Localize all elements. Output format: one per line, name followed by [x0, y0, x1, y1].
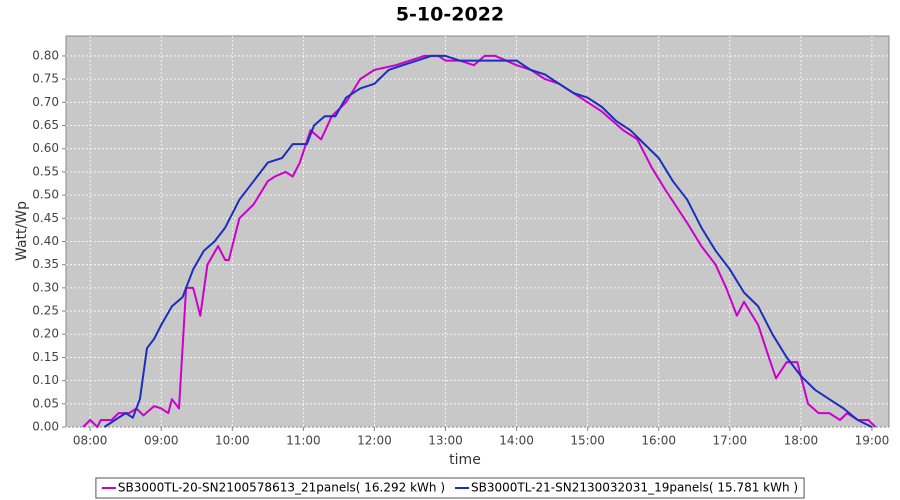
y-tick-label: 0.35: [32, 257, 59, 271]
y-tick-label: 0.80: [32, 48, 59, 62]
x-tick-label: 14:00: [499, 434, 534, 448]
x-tick-label: 18:00: [784, 434, 819, 448]
y-tick-label: 0.50: [32, 188, 59, 202]
x-tick-label: 13:00: [428, 434, 463, 448]
y-tick-label: 0.70: [32, 95, 59, 109]
x-tick-label: 19:00: [855, 434, 890, 448]
y-tick-label: 0.55: [32, 164, 59, 178]
series-line: [82, 54, 877, 428]
y-tick-label: 0.15: [32, 350, 59, 364]
series-line: [103, 54, 873, 428]
x-tick-label: 09:00: [144, 434, 179, 448]
legend-label: SB3000TL-21-SN2130032031_19panels( 15.78…: [471, 481, 798, 495]
y-tick-label: 0.20: [32, 327, 59, 341]
chart-title: 5-10-2022: [396, 4, 504, 26]
x-tick-label: 08:00: [73, 434, 108, 448]
x-tick-label: 16:00: [641, 434, 676, 448]
x-tick-label: 12:00: [357, 434, 392, 448]
y-tick-label: 0.45: [32, 211, 59, 225]
legend-box: [95, 477, 805, 499]
y-tick-label: 0.25: [32, 304, 59, 318]
y-axis-label: Watt/Wp: [14, 201, 30, 261]
x-axis-label: time: [449, 452, 481, 468]
y-tick-label: 0.00: [32, 420, 59, 434]
y-tick-label: 0.40: [32, 234, 59, 248]
legend: SB3000TL-20-SN2100578613_21panels( 16.29…: [95, 477, 805, 499]
y-tick-label: 0.65: [32, 118, 59, 132]
x-tick-label: 11:00: [286, 434, 321, 448]
y-tick-label: 0.75: [32, 72, 59, 86]
y-tick-label: 0.60: [32, 141, 59, 155]
x-tick-label: 15:00: [570, 434, 605, 448]
plot-area: [65, 35, 890, 428]
y-tick-label: 0.30: [32, 280, 59, 294]
x-tick-label: 17:00: [713, 434, 748, 448]
y-tick-label: 0.10: [32, 373, 59, 387]
x-tick-label: 10:00: [215, 434, 250, 448]
legend-label: SB3000TL-20-SN2100578613_21panels( 16.29…: [118, 481, 445, 495]
y-tick-label: 0.05: [32, 396, 59, 410]
